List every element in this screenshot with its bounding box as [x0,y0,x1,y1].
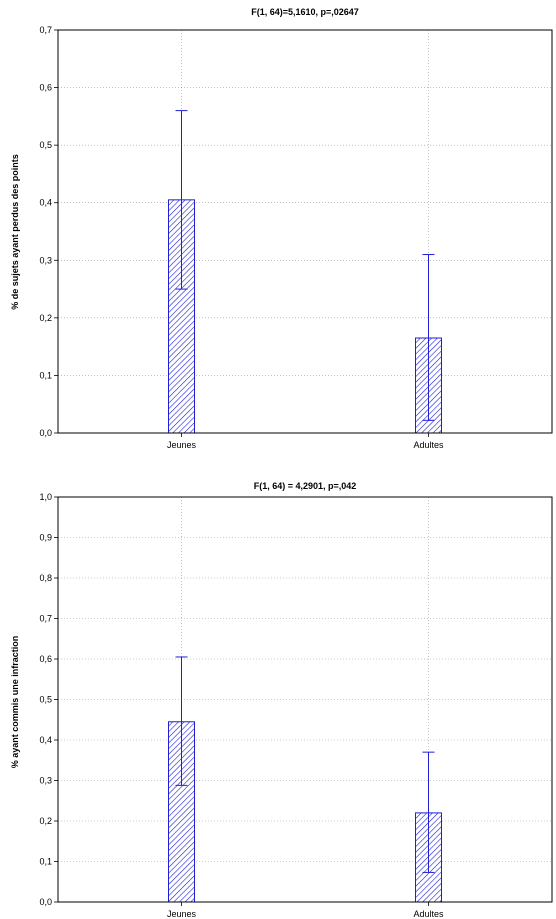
chart-bottom-svg: F(1, 64) = 4,2901, p=,042 % ayant commis… [10,481,553,919]
y-tick-label: 0,1 [39,370,52,380]
y-axis-label: % de sujets ayant perdus des points [10,154,20,310]
y-tick-label: 0,9 [39,533,52,543]
y-tick-label: 0,8 [39,573,52,583]
y-tick-label: 0,3 [39,776,52,786]
chart-title: F(1, 64)=5,1610, p=,02647 [251,7,359,17]
x-tick-label: Adultes [413,440,444,450]
y-axis-label: % ayant commis une infraction [10,636,20,769]
y-tick-label: 0,6 [39,654,52,664]
y-tick-label: 0,1 [39,857,52,867]
y-tick-label: 0,0 [39,428,52,438]
y-tick-label: 0,7 [39,614,52,624]
y-tick-label: 1,0 [39,492,52,502]
x-tick-label: Adultes [413,909,444,919]
y-tick-label: 0,7 [39,25,52,35]
chart-infraction-committed: F(1, 64) = 4,2901, p=,042 % ayant commis… [0,470,556,919]
y-tick-label: 0,3 [39,255,52,265]
x-tick-label: Jeunes [167,909,197,919]
y-tick-label: 0,5 [39,140,52,150]
y-tick-label: 0,5 [39,695,52,705]
chart-infractions-points: F(1, 64)=5,1610, p=,02647 % de sujets ay… [0,0,556,458]
plot-frame [57,496,553,903]
plot-frame [57,29,553,434]
y-tick-label: 0,6 [39,83,52,93]
y-tick-label: 0,0 [39,897,52,907]
y-tick-label: 0,2 [39,313,52,323]
chart-title: F(1, 64) = 4,2901, p=,042 [254,481,357,491]
y-tick-label: 0,4 [39,735,52,745]
y-tick-label: 0,4 [39,198,52,208]
x-tick-label: Jeunes [167,440,197,450]
y-tick-label: 0,2 [39,816,52,826]
chart-top-svg: F(1, 64)=5,1610, p=,02647 % de sujets ay… [10,7,553,450]
